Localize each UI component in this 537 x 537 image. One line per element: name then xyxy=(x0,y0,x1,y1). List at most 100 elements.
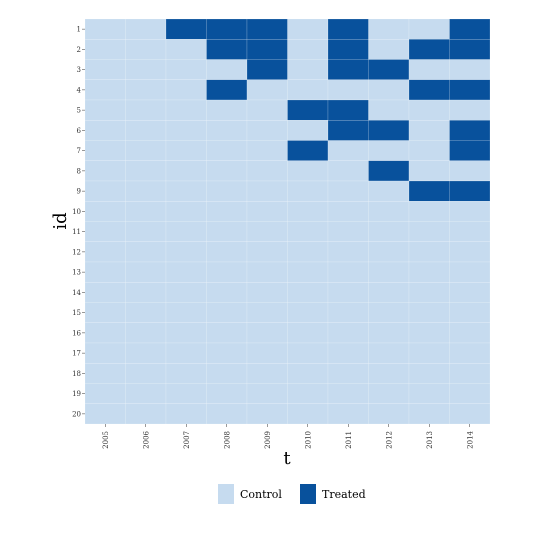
cell-5-2012 xyxy=(368,99,410,121)
cell-20-2012 xyxy=(368,403,410,425)
cell-18-2008 xyxy=(206,363,248,384)
y-tick-label: 19 xyxy=(72,390,81,398)
cell-17-2010 xyxy=(287,342,329,364)
cell-2-2011 xyxy=(327,39,369,60)
cell-16-2009 xyxy=(246,322,288,344)
x-tick-label: 2006 xyxy=(142,430,150,448)
cell-15-2008 xyxy=(206,302,248,323)
legend-label: Control xyxy=(240,488,282,501)
cell-14-2006 xyxy=(125,282,167,303)
cell-19-2011 xyxy=(327,383,369,404)
cell-3-2014 xyxy=(449,59,491,80)
cell-17-2006 xyxy=(125,342,167,364)
cell-15-2009 xyxy=(246,302,288,323)
cell-10-2010 xyxy=(287,201,329,222)
cell-9-2010 xyxy=(287,180,329,202)
cell-1-2007 xyxy=(165,18,207,40)
cell-1-2012 xyxy=(368,18,410,40)
cell-6-2007 xyxy=(165,120,207,141)
cell-11-2005 xyxy=(84,221,126,242)
x-tick-label: 2014 xyxy=(466,430,474,448)
cell-14-2009 xyxy=(246,282,288,303)
cell-15-2011 xyxy=(327,302,369,323)
cell-14-2008 xyxy=(206,282,248,303)
cell-19-2014 xyxy=(449,383,491,404)
cell-20-2011 xyxy=(327,403,369,425)
cell-7-2011 xyxy=(327,140,369,161)
cell-18-2005 xyxy=(84,363,126,384)
cell-3-2010 xyxy=(287,59,329,80)
cell-15-2007 xyxy=(165,302,207,323)
cell-8-2010 xyxy=(287,160,329,182)
cell-10-2009 xyxy=(246,201,288,222)
cell-16-2008 xyxy=(206,322,248,344)
legend-swatch xyxy=(218,484,234,504)
cell-10-2008 xyxy=(206,201,248,222)
cell-7-2008 xyxy=(206,140,248,161)
cell-6-2008 xyxy=(206,120,248,141)
cell-12-2009 xyxy=(246,241,288,263)
cell-18-2013 xyxy=(408,363,450,384)
cell-4-2010 xyxy=(287,79,329,101)
cell-9-2012 xyxy=(368,180,410,202)
cell-3-2009 xyxy=(246,59,288,80)
x-axis-ticks: 2005 2006 2007 2008 2009 2010 2011 2012 2013 2014 xyxy=(102,424,474,449)
cell-6-2013 xyxy=(408,120,450,141)
cell-20-2005 xyxy=(84,403,126,425)
cell-17-2005 xyxy=(84,342,126,364)
cell-1-2009 xyxy=(246,18,288,40)
cell-10-2011 xyxy=(327,201,369,222)
cell-13-2006 xyxy=(125,261,167,283)
cell-10-2007 xyxy=(165,201,207,222)
cell-20-2006 xyxy=(125,403,167,425)
cell-11-2006 xyxy=(125,221,167,242)
cell-1-2010 xyxy=(287,18,329,40)
cell-13-2007 xyxy=(165,261,207,283)
cell-14-2014 xyxy=(449,282,491,303)
cell-18-2014 xyxy=(449,363,491,384)
x-tick-label: 2010 xyxy=(304,431,312,449)
cell-8-2008 xyxy=(206,160,248,182)
y-tick-label: 12 xyxy=(72,248,81,256)
cell-8-2013 xyxy=(408,160,450,182)
cell-11-2012 xyxy=(368,221,410,242)
cell-14-2011 xyxy=(327,282,369,303)
cell-17-2007 xyxy=(165,342,207,364)
cell-8-2012 xyxy=(368,160,410,182)
cell-16-2006 xyxy=(125,322,167,344)
cell-13-2009 xyxy=(246,261,288,283)
cell-1-2005 xyxy=(84,18,126,40)
cell-12-2006 xyxy=(125,241,167,263)
cell-12-2005 xyxy=(84,241,126,263)
cell-7-2014 xyxy=(449,140,491,161)
y-tick-label: 15 xyxy=(72,309,81,317)
y-tick-label: 20 xyxy=(72,410,81,418)
cell-17-2008 xyxy=(206,342,248,364)
cell-9-2013 xyxy=(408,180,450,202)
cell-10-2005 xyxy=(84,201,126,222)
cell-12-2014 xyxy=(449,241,491,263)
cell-14-2012 xyxy=(368,282,410,303)
cell-3-2005 xyxy=(84,59,126,80)
cell-7-2010 xyxy=(287,140,329,161)
cell-11-2011 xyxy=(327,221,369,242)
cell-1-2008 xyxy=(206,18,248,40)
cell-6-2006 xyxy=(125,120,167,141)
y-tick-label: 17 xyxy=(72,350,81,358)
cell-7-2005 xyxy=(84,140,126,161)
cell-3-2013 xyxy=(408,59,450,80)
cell-15-2014 xyxy=(449,302,491,323)
cell-12-2011 xyxy=(327,241,369,263)
y-tick-label: 9 xyxy=(77,188,81,196)
cell-4-2006 xyxy=(125,79,167,101)
cell-2-2013 xyxy=(408,39,450,60)
cell-13-2010 xyxy=(287,261,329,283)
cell-19-2006 xyxy=(125,383,167,404)
x-tick-label: 2013 xyxy=(426,431,434,449)
cell-7-2007 xyxy=(165,140,207,161)
cell-20-2008 xyxy=(206,403,248,425)
cell-11-2009 xyxy=(246,221,288,242)
cell-8-2009 xyxy=(246,160,288,182)
y-tick-label: 11 xyxy=(72,228,81,236)
cell-5-2005 xyxy=(84,99,126,121)
